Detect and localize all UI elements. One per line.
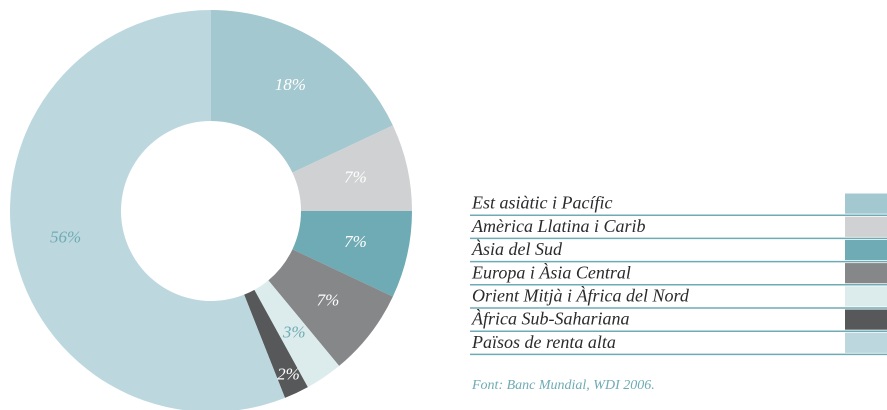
- legend-label: Països de renta alta: [471, 332, 616, 352]
- slice-label: 2%: [277, 365, 300, 384]
- legend-swatch: [845, 216, 887, 237]
- legend-swatch: [845, 332, 887, 353]
- donut-slice: [292, 211, 412, 297]
- legend-label: Àfrica Sub-Sahariana: [471, 308, 630, 329]
- slice-label: 18%: [275, 75, 306, 94]
- legend-label: Europa i Àsia Central: [471, 261, 631, 282]
- legend-swatch: [845, 263, 887, 284]
- legend-label: Àsia del Sud: [471, 238, 563, 259]
- donut-slice: [211, 10, 393, 173]
- slice-label: 56%: [50, 228, 81, 247]
- legend-label: Est asiàtic i Pacífic: [471, 193, 612, 213]
- slice-label: 7%: [344, 168, 367, 187]
- legend-label: Amèrica Llatina i Carib: [471, 216, 646, 236]
- donut-slice: [10, 10, 285, 410]
- legend-swatch: [845, 239, 887, 261]
- donut-slice: [268, 249, 393, 366]
- donut-slice: [244, 289, 308, 398]
- legend-swatch: [845, 193, 887, 214]
- donut-slice: [292, 125, 412, 211]
- slice-label: 3%: [282, 322, 306, 341]
- legend-swatch: [845, 309, 887, 330]
- legend-swatch: [845, 286, 887, 307]
- legend-label: Orient Mitjà i Àfrica del Nord: [472, 285, 690, 306]
- slice-label: 7%: [344, 232, 367, 251]
- source-note: Font: Banc Mundial, WDI 2006.: [471, 378, 655, 393]
- donut-slice: [254, 280, 340, 388]
- slice-label: 7%: [317, 291, 340, 310]
